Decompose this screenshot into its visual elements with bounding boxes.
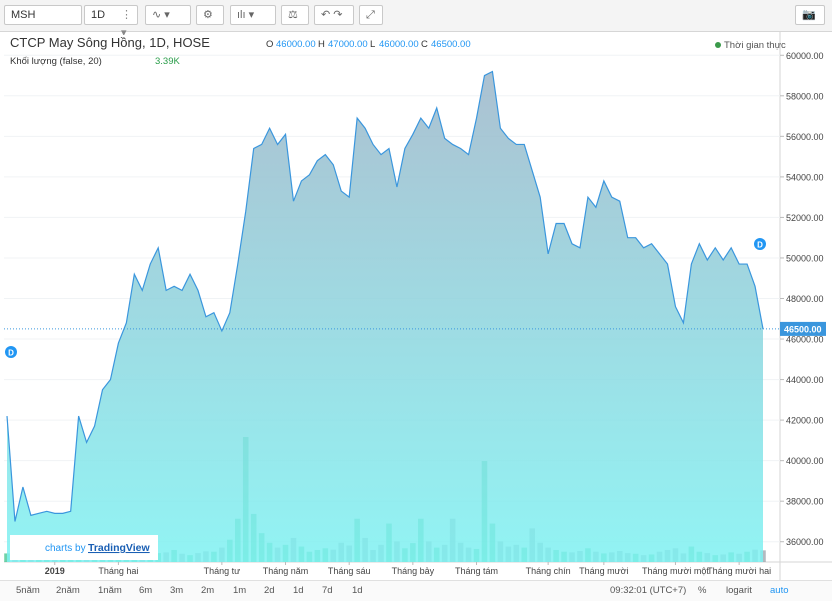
volume-value: 3.39K <box>155 56 180 67</box>
ohlc-value: 46500.00 <box>431 39 471 50</box>
range-button[interactable]: 3m <box>170 585 184 596</box>
ohlc-value: 47000.00 <box>328 39 368 50</box>
symbol-input[interactable]: MSH <box>4 5 82 25</box>
y-tick-label: 40000.00 <box>786 456 824 466</box>
interval: 1D <box>91 9 106 21</box>
x-tick-label: Tháng chín <box>526 566 571 576</box>
fullscreen-button[interactable]: ⤢ <box>359 5 383 25</box>
x-tick-label: Tháng bảy <box>392 566 435 576</box>
x-tick-label: Tháng sáu <box>328 566 371 576</box>
logo-brand: TradingView <box>88 542 150 554</box>
range-button[interactable]: 1d <box>352 585 363 596</box>
logo-box[interactable] <box>10 535 158 560</box>
x-tick-label: Tháng tư <box>204 566 241 576</box>
y-tick-label: 42000.00 <box>786 416 824 426</box>
y-tick-label: 60000.00 <box>786 51 824 61</box>
range-button[interactable]: 2năm <box>56 585 80 596</box>
y-tick-label: 54000.00 <box>786 172 824 182</box>
price-area <box>7 71 763 562</box>
settings-button[interactable]: ⚙ <box>196 5 224 25</box>
x-tick-label: Tháng mười <box>579 566 628 576</box>
range-button[interactable]: 7d <box>322 585 333 596</box>
interval-button[interactable]: 1D ⋮ ▾ <box>84 5 138 39</box>
ohlc-label: H <box>318 39 325 50</box>
dividend-marker[interactable] <box>754 238 766 250</box>
caret: ⋮ ▾ <box>121 9 132 39</box>
ohlc-label: C <box>421 39 428 50</box>
y-tick-label: 52000.00 <box>786 213 824 223</box>
footer: 09:32:01 (UTC+7) % logarit auto 5năm 2năm… <box>0 580 832 601</box>
auto-toggle[interactable]: auto <box>770 585 789 596</box>
ohlc-label: L <box>370 39 375 50</box>
x-tick-label: Tháng hai <box>98 566 138 576</box>
x-tick-label: Tháng mười một <box>642 566 709 576</box>
chart: CTCP May Sông Hồng, 1D, HOSE O 46000.00 … <box>4 31 832 580</box>
range-button[interactable]: 5năm <box>16 585 40 596</box>
status-dot <box>715 42 721 48</box>
x-tick-label: Tháng năm <box>263 566 309 576</box>
compare-button[interactable]: ⚖ <box>281 5 309 25</box>
y-tick-label: 46000.00 <box>786 335 824 345</box>
chart-type-button[interactable]: ∿ ▾ <box>145 5 191 25</box>
logo-prefix: charts by <box>45 543 86 554</box>
snapshot-button[interactable]: 📷 <box>795 5 825 25</box>
last-price-label: 46500.00 <box>784 324 822 334</box>
y-tick-label: 58000.00 <box>786 91 824 101</box>
realtime-label: Thời gian thực <box>724 40 786 51</box>
volume-title: Khối lượng (false, 20) <box>10 56 102 67</box>
x-tick-label: 2019 <box>45 566 65 576</box>
percent-toggle[interactable]: % <box>698 585 707 596</box>
ohlc-value: 46000.00 <box>379 39 419 50</box>
dividend-marker-label: D <box>8 349 14 358</box>
price-line <box>6 70 764 522</box>
y-tick-label: 44000.00 <box>786 375 824 385</box>
ohlc-label: O <box>266 39 273 50</box>
last-price-tag <box>780 321 826 336</box>
toolbar: MSH 1D ⋮ ▾ ∿ ▾ ⚙ ılı ▾ ⚖ ↶ ↷ ⤢ 📷 <box>0 0 832 39</box>
y-tick-label: 56000.00 <box>786 132 824 142</box>
x-tick-label: Tháng tám <box>455 566 498 576</box>
range-button[interactable]: 1d <box>293 585 304 596</box>
range-button[interactable]: 2m <box>201 585 215 596</box>
range-button[interactable]: 2d <box>264 585 275 596</box>
y-tick-label: 36000.00 <box>786 537 824 547</box>
clock: 09:32:01 (UTC+7) <box>610 585 687 596</box>
chart-title: CTCP May Sông Hồng, 1D, HOSE <box>10 35 210 50</box>
undo-redo[interactable]: ↶ ↷ <box>314 5 354 25</box>
y-tick-label: 50000.00 <box>786 253 824 263</box>
log-toggle[interactable]: logarit <box>726 585 752 596</box>
range-button[interactable]: 1m <box>233 585 247 596</box>
dividend-marker-label: D <box>757 241 763 250</box>
dividend-marker[interactable] <box>5 346 17 358</box>
y-tick-label: 38000.00 <box>786 497 824 507</box>
range-button[interactable]: 6m <box>139 585 153 596</box>
range-button[interactable]: 1năm <box>98 585 122 596</box>
indicators-button[interactable]: ılı ▾ <box>230 5 276 25</box>
y-tick-label: 48000.00 <box>786 294 824 304</box>
ohlc-value: 46000.00 <box>276 39 316 50</box>
x-tick-label: Tháng mười hai <box>707 566 771 576</box>
